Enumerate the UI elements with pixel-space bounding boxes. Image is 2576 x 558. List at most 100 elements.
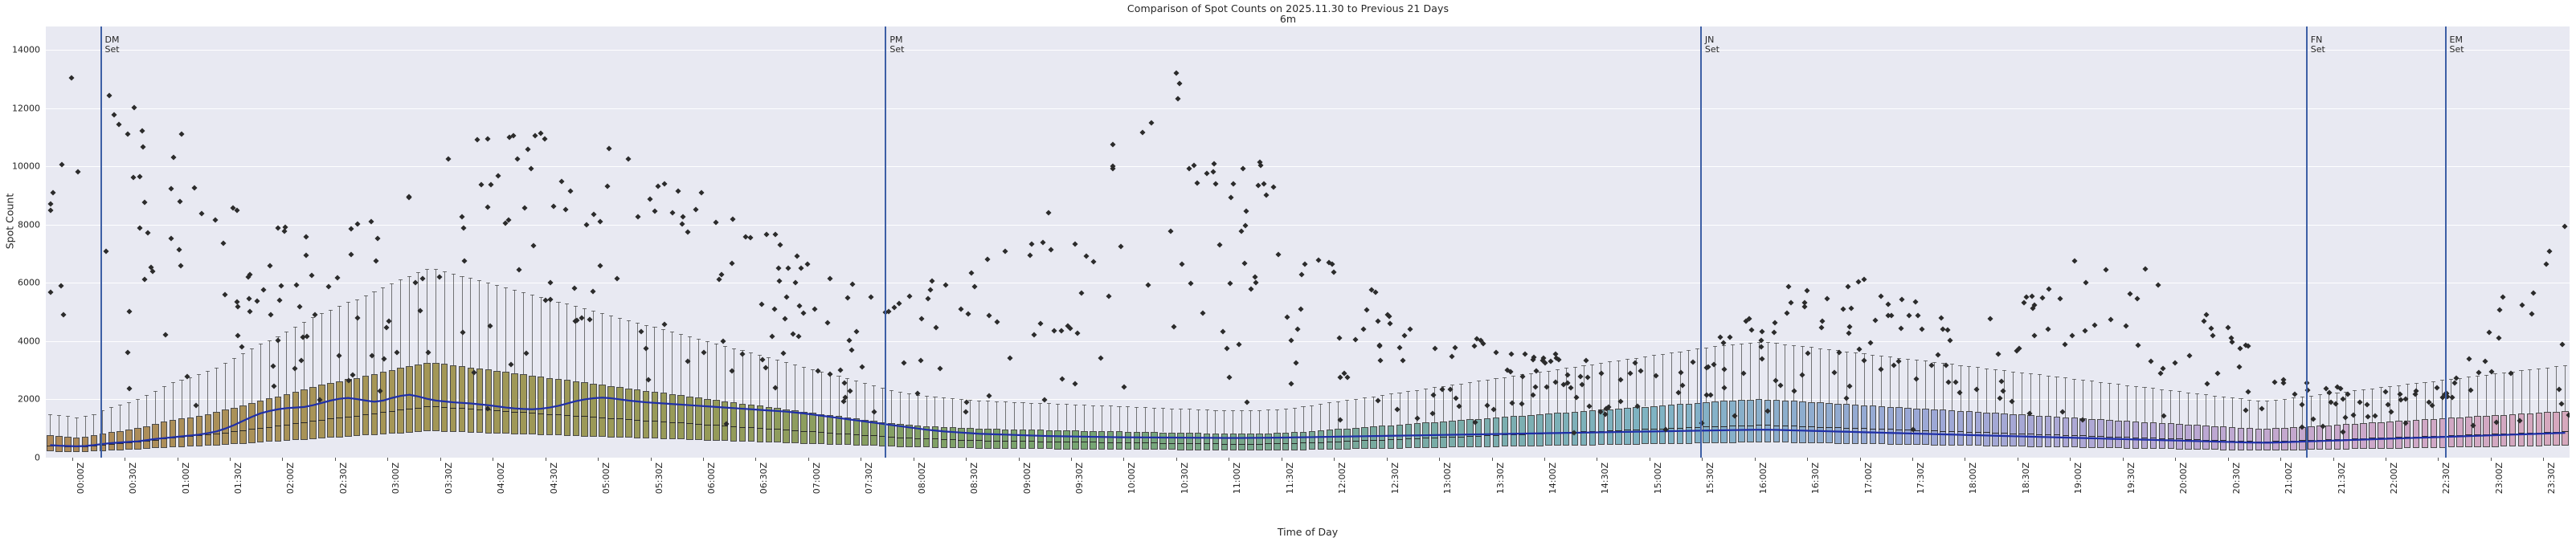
box-whisker-cap <box>74 417 79 418</box>
outlier-point <box>298 357 305 364</box>
box-whisker-cap <box>819 371 824 373</box>
outlier-point <box>1891 362 1897 369</box>
outlier-point <box>1400 357 1406 364</box>
outlier-point <box>1771 329 1777 336</box>
outlier-point <box>1242 222 1249 229</box>
box-whisker <box>2538 368 2540 413</box>
box-whisker-cap <box>1617 360 1621 361</box>
box <box>835 416 843 446</box>
outlier-point <box>1261 181 1267 187</box>
box-median <box>1256 443 1263 445</box>
box-median <box>388 410 396 412</box>
box-whisker-cap <box>276 336 280 337</box>
box-whisker-cap <box>2124 385 2129 386</box>
outlier-point <box>1843 395 1850 401</box>
outlier-point <box>1432 345 1438 352</box>
x-tick-mark <box>2543 458 2545 461</box>
box-whisker <box>67 416 68 438</box>
box-whisker <box>470 278 472 368</box>
box-whisker <box>856 381 857 419</box>
outlier-point <box>1263 192 1270 198</box>
outlier-point <box>2071 258 2078 264</box>
box-median <box>817 432 825 434</box>
box-median <box>1720 426 1728 427</box>
box <box>2141 422 2149 449</box>
outlier-point <box>374 235 381 242</box>
box-whisker-cap <box>2492 373 2497 375</box>
outlier-point <box>2382 389 2389 395</box>
outlier-point <box>1519 373 1526 380</box>
outlier-point <box>2365 413 2371 420</box>
outlier-point <box>763 231 770 238</box>
box <box>1589 410 1597 446</box>
outlier-point <box>1791 388 1797 394</box>
box-median <box>826 432 834 434</box>
box-whisker-cap <box>424 268 429 270</box>
box-whisker <box>890 389 892 424</box>
box <box>2035 415 2043 447</box>
outlier-point <box>373 258 379 264</box>
box-whisker <box>251 348 252 403</box>
box-median <box>1992 432 1999 434</box>
box <box>2553 411 2560 446</box>
box-whisker-cap <box>731 348 736 349</box>
box-whisker <box>260 344 261 401</box>
box-whisker-cap <box>810 369 815 370</box>
box-median <box>1247 443 1254 445</box>
box-median <box>2412 436 2420 438</box>
outlier-point <box>2225 324 2231 331</box>
x-tick-mark <box>1491 458 1493 461</box>
box-whisker-cap <box>2177 391 2182 393</box>
outlier-point <box>1721 385 1728 391</box>
box-median <box>2439 435 2447 437</box>
box-whisker-cap <box>1642 356 1647 358</box>
box-whisker-cap <box>1494 378 1499 380</box>
box-median <box>677 422 685 424</box>
box-whisker <box>820 371 822 414</box>
chart-title: Comparison of Spot Counts on 2025.11.30 … <box>1126 2 1450 14</box>
box-whisker <box>882 387 884 422</box>
outlier-point <box>116 121 122 128</box>
box-whisker-cap <box>1503 377 1507 378</box>
box-whisker-cap <box>2063 377 2068 379</box>
box <box>931 426 939 448</box>
outlier-point <box>1490 406 1497 413</box>
box <box>2106 419 2113 449</box>
outlier-point <box>1194 180 1200 186</box>
outlier-point <box>1913 376 1920 382</box>
outlier-point <box>312 312 318 318</box>
box <box>1878 405 1886 445</box>
box <box>2018 414 2026 447</box>
box-median <box>1396 438 1404 440</box>
box <box>774 408 781 443</box>
outlier-point <box>178 263 184 269</box>
box-whisker <box>295 327 296 392</box>
box-whisker-cap <box>661 329 666 331</box>
outlier-point <box>1584 374 1591 381</box>
outlier-point <box>1915 312 1921 319</box>
box-whisker <box>479 280 480 369</box>
outlier-point <box>986 393 992 399</box>
box <box>2360 422 2367 450</box>
y-axis-tick-labels: 0 2000 4000 6000 8000 10000 12000 14000 <box>0 26 2576 463</box>
outlier-point <box>2172 360 2178 366</box>
box-whisker-cap <box>1292 407 1297 409</box>
box <box>1299 431 1307 450</box>
box-whisker <box>575 306 577 381</box>
outlier-point <box>1957 389 1963 397</box>
outlier-point <box>513 156 521 162</box>
box <box>1474 418 1482 447</box>
outlier-point <box>336 352 342 359</box>
outlier-point <box>2481 358 2488 365</box>
box <box>2228 427 2236 450</box>
outlier-point <box>669 210 676 216</box>
box <box>1992 413 1999 446</box>
box-median <box>984 440 992 442</box>
outlier-point <box>2320 423 2326 430</box>
outlier-point <box>2236 364 2243 370</box>
outlier-point <box>1121 384 1127 390</box>
box-whisker-cap <box>1204 409 1209 411</box>
box <box>1842 404 1850 444</box>
outlier-point <box>1732 413 1738 419</box>
box-whisker <box>137 399 139 429</box>
